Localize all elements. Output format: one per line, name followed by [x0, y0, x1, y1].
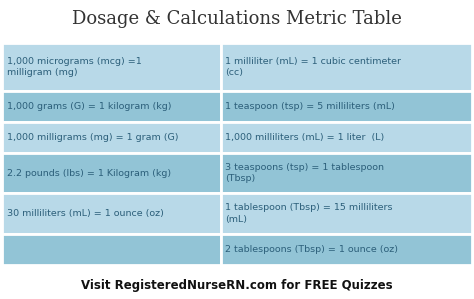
Text: 1 milliliter (mL) = 1 cubic centimeter
(cc): 1 milliliter (mL) = 1 cubic centimeter (…	[225, 57, 401, 77]
Text: 1 teaspoon (tsp) = 5 milliliters (mL): 1 teaspoon (tsp) = 5 milliliters (mL)	[225, 102, 395, 111]
Text: 2.2 pounds (lbs) = 1 Kilogram (kg): 2.2 pounds (lbs) = 1 Kilogram (kg)	[7, 169, 171, 178]
Text: 30 milliliters (mL) = 1 ounce (oz): 30 milliliters (mL) = 1 ounce (oz)	[7, 209, 164, 218]
Bar	[220, 122, 472, 153]
Text: 3 teaspoons (tsp) = 1 tablespoon
(Tbsp): 3 teaspoons (tsp) = 1 tablespoon (Tbsp)	[225, 163, 384, 183]
Text: 2 tablespoons (Tbsp) = 1 ounce (oz): 2 tablespoons (Tbsp) = 1 ounce (oz)	[225, 245, 398, 254]
Bar	[2, 153, 220, 193]
Bar	[220, 234, 472, 265]
Bar	[220, 193, 472, 234]
Bar	[220, 91, 472, 122]
Text: Dosage & Calculations Metric Table: Dosage & Calculations Metric Table	[72, 10, 402, 28]
Bar	[2, 43, 220, 91]
Bar	[220, 43, 472, 91]
Bar	[220, 153, 472, 193]
Text: Visit RegisteredNurseRN.com for FREE Quizzes: Visit RegisteredNurseRN.com for FREE Qui…	[81, 279, 393, 292]
Bar	[2, 122, 220, 153]
Text: 1,000 micrograms (mcg) =1
milligram (mg): 1,000 micrograms (mcg) =1 milligram (mg)	[7, 57, 142, 77]
Bar	[2, 234, 220, 265]
Text: 1,000 grams (G) = 1 kilogram (kg): 1,000 grams (G) = 1 kilogram (kg)	[7, 102, 172, 111]
Text: 1 tablespoon (Tbsp) = 15 milliliters
(mL): 1 tablespoon (Tbsp) = 15 milliliters (mL…	[225, 203, 393, 224]
Text: 1,000 milliliters (mL) = 1 liter  (L): 1,000 milliliters (mL) = 1 liter (L)	[225, 133, 384, 142]
Bar	[2, 193, 220, 234]
Text: 1,000 milligrams (mg) = 1 gram (G): 1,000 milligrams (mg) = 1 gram (G)	[7, 133, 179, 142]
Bar	[2, 91, 220, 122]
